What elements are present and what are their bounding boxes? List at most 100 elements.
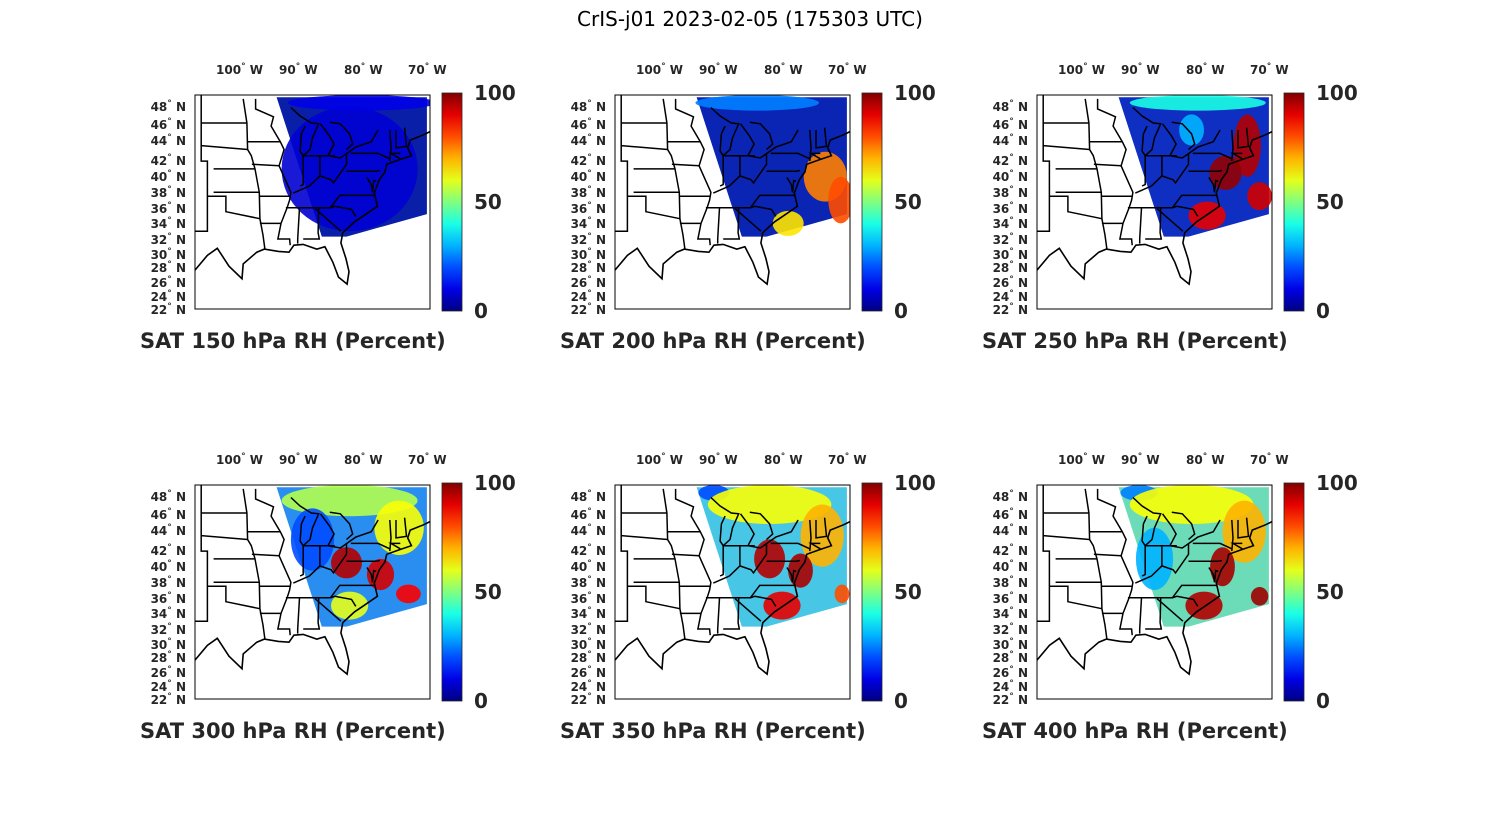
lat-tick-label: 26° N <box>570 275 606 290</box>
state-boundary <box>330 595 357 607</box>
state-boundary <box>734 598 762 622</box>
lat-tick-label: 38° N <box>150 185 186 200</box>
lat-tick-label: 24° N <box>150 289 186 304</box>
state-boundary <box>388 542 401 550</box>
lon-tick-label: 100° W <box>216 452 263 467</box>
colorbar <box>441 482 463 702</box>
colorbar-tick-label: 100 <box>894 471 936 495</box>
lat-tick-label: 44° N <box>150 133 186 148</box>
colorbar <box>861 92 883 312</box>
map-panel-p350: 100° W 90° W 80° W 70° W 48° N 46° N 44° N 42° … <box>560 452 960 765</box>
coastline <box>195 520 430 676</box>
state-boundary <box>292 153 348 194</box>
state-boundary <box>1192 542 1233 550</box>
colorbar-tick-label: 50 <box>1316 580 1344 604</box>
state-boundary <box>1156 598 1184 622</box>
state-boundary <box>292 543 348 584</box>
lat-tick-label: 42° N <box>570 153 606 168</box>
lat-tick-label: 48° N <box>570 99 606 114</box>
state-boundary <box>716 597 721 634</box>
map-canvas <box>614 92 883 312</box>
state-boundary <box>716 207 721 244</box>
state-boundary <box>1192 152 1233 160</box>
state-boundary <box>1134 153 1190 194</box>
state-boundary <box>1188 559 1223 563</box>
state-boundary <box>1171 121 1196 151</box>
lat-tick-label: 36° N <box>992 201 1028 216</box>
colorbar-tick-label: 0 <box>894 299 908 323</box>
lat-tick-label: 44° N <box>150 523 186 538</box>
lon-tick-label: 80° W <box>1186 62 1225 77</box>
state-boundary <box>766 169 801 173</box>
lat-tick-label: 42° N <box>992 543 1028 558</box>
lat-tick-label: 32° N <box>150 232 186 247</box>
lat-tick-label: 30° N <box>992 247 1028 262</box>
state-boundary <box>809 519 812 552</box>
map-canvas <box>194 482 463 702</box>
colorbar <box>1283 92 1305 312</box>
state-boundary <box>251 553 280 557</box>
state-boundary <box>299 154 304 187</box>
lon-tick-label: 90° W <box>699 62 738 77</box>
lat-tick-label: 36° N <box>150 201 186 216</box>
state-boundary <box>389 129 392 162</box>
lat-tick-label: 40° N <box>992 559 1028 574</box>
lat-tick-label: 36° N <box>150 591 186 606</box>
colorbar-tick-label: 100 <box>894 81 936 105</box>
rh-region-southeast <box>331 591 369 620</box>
colorbar-tick-label: 0 <box>1316 299 1330 323</box>
lon-tick-label: 70° W <box>1250 62 1289 77</box>
colorbar-tick-label: 0 <box>894 689 908 713</box>
colorbar-tick-label: 0 <box>474 299 488 323</box>
colorbar-tick-label: 50 <box>474 190 502 214</box>
state-boundary <box>710 106 740 157</box>
lat-tick-label: 32° N <box>570 232 606 247</box>
state-boundary <box>314 598 342 622</box>
state-boundary <box>195 485 209 622</box>
state-boundary <box>1037 95 1051 232</box>
state-boundary <box>1188 169 1223 173</box>
lat-tick-label: 38° N <box>570 185 606 200</box>
map-panel-p200: 100° W 90° W 80° W 70° W 48° N 46° N 44° N 42° … <box>560 62 960 375</box>
state-boundary <box>719 544 724 577</box>
state-boundary <box>1043 534 1090 541</box>
lat-tick-label: 32° N <box>150 622 186 637</box>
lat-tick-label: 44° N <box>570 523 606 538</box>
colorbar-tick-label: 50 <box>474 580 502 604</box>
rh-region-northern-edge <box>287 95 430 111</box>
lat-tick-label: 28° N <box>992 650 1028 665</box>
state-boundary <box>739 123 799 159</box>
panel-title: SAT 300 hPa RH (Percent) <box>140 719 446 743</box>
state-boundary <box>299 544 304 577</box>
state-boundary <box>627 195 681 220</box>
lat-tick-label: 48° N <box>992 489 1028 504</box>
state-boundary <box>1093 163 1122 167</box>
state-boundary <box>770 542 811 550</box>
state-boundary <box>395 517 408 539</box>
state-boundary <box>242 488 266 640</box>
lat-tick-label: 34° N <box>992 606 1028 621</box>
lat-tick-label: 24° N <box>570 289 606 304</box>
lat-tick-label: 26° N <box>992 275 1028 290</box>
colorbar-tick-label: 100 <box>1316 471 1358 495</box>
lat-tick-label: 46° N <box>570 117 606 132</box>
lat-tick-label: 26° N <box>150 665 186 680</box>
state-boundary <box>1084 488 1108 640</box>
lat-tick-label: 24° N <box>992 679 1028 694</box>
state-boundary <box>1096 98 1134 246</box>
lat-tick-label: 40° N <box>150 169 186 184</box>
lat-tick-label: 26° N <box>570 665 606 680</box>
state-boundary <box>766 559 801 563</box>
lon-tick-label: 70° W <box>408 62 447 77</box>
state-boundary <box>1231 129 1234 162</box>
lat-tick-label: 30° N <box>570 637 606 652</box>
lat-tick-label: 30° N <box>150 637 186 652</box>
rh-region-northern-edge <box>1129 95 1266 111</box>
rh-region-interior <box>281 106 418 232</box>
state-boundary <box>296 207 301 244</box>
lat-tick-label: 42° N <box>570 543 606 558</box>
state-boundary <box>1043 144 1090 151</box>
map-frame <box>614 484 851 700</box>
lon-tick-label: 90° W <box>1121 62 1160 77</box>
rh-region-great-lakes-east <box>1179 114 1204 146</box>
